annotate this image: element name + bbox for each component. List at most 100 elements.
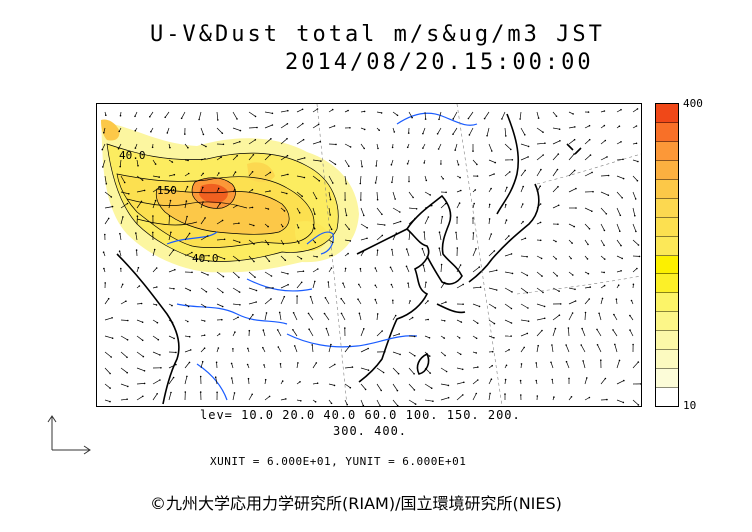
wind-vector [454,143,458,151]
wind-vector-head [437,148,440,150]
wind-vector [168,392,172,401]
wind-vector-head [154,163,157,165]
wind-vector-head [279,363,282,365]
wind-vector-head [107,217,110,220]
wind-vector [136,335,143,341]
wind-vector [456,284,464,289]
wind-vector-head [573,153,575,155]
wind-vector-head [501,118,503,120]
wind-vector-head [155,267,158,269]
wind-vector-head [238,259,240,262]
wind-vector [296,282,302,289]
wind-vector [231,363,234,369]
wind-vector [312,281,316,289]
wind-vector-head [123,181,126,184]
wind-vector-head [238,241,241,244]
wind-vector-head [205,145,207,148]
wind-vector-head [232,348,234,350]
wind-vector-head [584,311,587,314]
wind-vector-head [606,398,608,401]
wind-vector-head [412,196,414,199]
wind-vector-head [287,173,289,176]
wind-vector [344,223,350,230]
wind-vector-head [606,156,608,158]
wind-vector [536,169,542,177]
wind-vector [152,267,157,273]
wind-vector-head [251,393,253,396]
wind-vector [552,153,559,161]
wind-vector-head [357,298,359,300]
wind-vector-head [374,284,377,287]
copyright-notice: ©九州大学応用力学研究所(RIAM)/国立環境研究所(NIES) [150,494,562,513]
wind-vector [184,233,190,241]
wind-vector-head [522,220,524,223]
wind-vector [312,141,321,145]
wind-vector-head [479,286,482,288]
wind-vector [520,287,528,293]
wind-vector-head [171,304,173,307]
wind-vector-head [125,300,127,302]
wind-vector [439,232,442,241]
wind-vector [168,269,175,273]
wind-vector-head [510,335,512,337]
wind-vector-head [542,154,544,156]
wind-vector [566,361,570,369]
wind-vector [292,329,298,337]
wind-vector [616,239,622,246]
wind-vector [120,319,128,321]
wind-vector [360,399,364,406]
wind-vector-head [284,259,287,261]
wind-vector-head [118,250,121,252]
wind-vector [520,271,528,276]
wind-vector-head [411,316,414,319]
wind-vector-head [238,222,240,224]
wind-vector [264,255,270,262]
wind-vector-head [459,264,462,266]
wind-vector [582,360,586,369]
wind-vector [216,287,224,293]
wind-vector-head [207,274,209,276]
wind-vector [391,175,394,183]
wind-vector-head [570,257,572,260]
wind-vector-head [510,307,513,310]
wind-vector-head [495,269,498,272]
wind-vector-head [222,291,224,294]
wind-vector [488,303,496,309]
wind-vector-head [604,377,607,380]
wind-vector-head [186,215,188,218]
wind-vector-head [127,385,129,388]
wind-vector [311,344,314,353]
wind-vector-head [314,241,317,244]
wind-vector [168,232,172,241]
wind-vector-head [128,193,130,195]
wind-vector [520,186,524,193]
wind-vector [600,207,607,215]
wind-vector [296,123,304,129]
wind-vector-head [477,366,479,368]
wind-vector [424,191,431,196]
wind-vector-head [557,204,560,207]
wind-vector-head [157,338,160,341]
wind-vector [184,362,190,369]
wind-vector-head [634,198,637,200]
wind-vector [216,111,219,120]
wind-vector [504,253,512,257]
wind-vector-head [119,114,122,117]
wind-vector-head [315,197,318,200]
wind-vector-head [270,138,272,140]
wind-vector-head [317,123,320,126]
wind-vector-head [493,337,495,339]
wind-vector [581,328,586,337]
color-scale-step [656,293,678,313]
wind-vector-head [104,233,106,236]
wind-vector-head [539,221,542,224]
wind-vector [342,283,346,289]
wind-vector-head [565,360,568,363]
wind-vector [440,203,446,209]
wind-vector-head [359,182,362,185]
wind-vector-head [287,283,289,286]
wind-vector [504,303,512,309]
wind-vector [164,111,170,118]
wind-vector-head [344,267,347,270]
wind-vector-head [363,128,366,131]
